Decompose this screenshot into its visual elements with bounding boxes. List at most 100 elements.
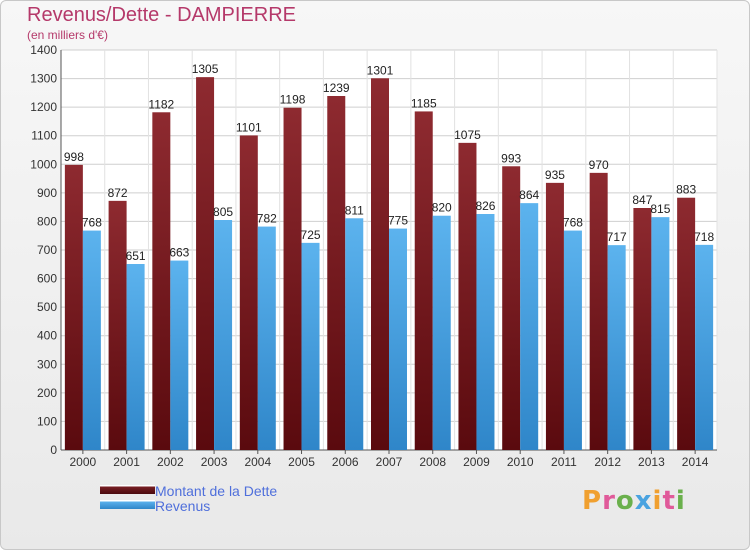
data-label-dette: 935 [545,168,565,182]
y-tick-label: 1300 [30,72,57,86]
logo-letter: i [652,486,663,516]
bar-revenus [257,226,276,450]
bar-dette [327,96,346,450]
bar-dette [371,78,389,451]
logo-letter: r [602,486,616,516]
bar-dette [108,200,127,450]
data-label-revenus: 805 [213,205,233,219]
x-tick-label: 2003 [201,455,228,469]
data-label-revenus: 768 [563,216,583,230]
y-tick-label: 1400 [30,43,57,57]
data-label-revenus: 663 [169,246,189,260]
data-label-revenus: 811 [345,203,364,217]
bar-revenus [563,230,582,450]
x-tick-label: 2013 [638,455,665,469]
x-tick-label: 2001 [113,455,140,469]
y-tick-label: 200 [37,386,57,400]
bar-revenus [695,244,714,450]
bar-revenus [170,260,189,450]
data-label-dette: 883 [676,183,696,197]
y-tick-label: 700 [37,243,57,257]
chart-subtitle: (en milliers d'€) [27,28,108,42]
bar-dette [196,77,215,451]
bars-layer [64,77,714,451]
y-tick-label: 500 [37,300,57,314]
bar-revenus [126,264,145,450]
bar-revenus [476,214,495,450]
bar-dette [502,166,521,451]
logo-letter: x [634,486,653,516]
y-tick-label: 1200 [30,100,57,114]
chart-title: Revenus/Dette - DAMPIERRE [27,4,296,26]
data-label-dette: 1185 [411,96,437,110]
data-label-dette: 1101 [236,120,262,134]
bar-revenus [520,203,539,450]
legend-swatch-dette [100,485,155,494]
bar-revenus [432,215,451,450]
data-label-dette: 847 [632,193,652,207]
data-label-revenus: 864 [519,188,539,202]
bar-dette [458,142,477,450]
logo-letter: i [675,486,686,516]
bar-dette [633,208,652,450]
data-label-dette: 1198 [280,93,306,107]
y-tick-label: 400 [37,329,57,343]
x-tick-label: 2011 [551,455,577,469]
y-tick-label: 0 [50,443,57,457]
logo-letter: P [582,486,603,516]
x-tick-label: 2010 [507,455,534,469]
bar-dette [239,135,258,450]
data-label-revenus: 717 [607,230,627,244]
data-label-revenus: 718 [694,230,714,244]
y-tick-label: 600 [37,272,57,286]
legend-label-dette: Montant de la Dette [155,483,278,499]
y-tick-label: 800 [37,214,57,228]
bar-revenus [301,242,320,450]
data-label-dette: 1182 [148,97,174,111]
logo-letter: t [662,486,676,516]
x-tick-label: 2004 [244,455,271,469]
x-tick-label: 2008 [419,455,446,469]
x-tick-label: 2012 [594,455,621,469]
data-label-dette: 872 [108,186,128,200]
data-label-dette: 1075 [454,128,481,142]
bar-dette [545,182,564,450]
x-tick-label: 2002 [157,455,184,469]
bar-revenus [82,230,101,450]
bar-revenus [389,228,407,450]
x-tick-label: 2005 [288,455,315,469]
y-tick-label: 300 [37,357,57,371]
bar-dette [152,112,171,451]
bar-revenus [345,218,364,450]
data-label-revenus: 775 [388,214,408,228]
y-tick-label: 1000 [30,157,57,171]
labels-layer: 0 100 200 300 400 500 600 700 800 900 1000 1100 1200… [30,43,714,469]
data-label-revenus: 815 [650,202,670,216]
y-tick-label: 100 [37,414,57,428]
bar-dette [64,164,83,450]
data-label-dette: 1239 [323,81,350,95]
data-label-dette: 1301 [367,63,394,77]
bar-revenus [214,220,233,450]
x-tick-label: 2000 [70,455,97,469]
legend-swatch-revenus [100,500,155,509]
data-label-dette: 993 [501,151,521,165]
data-label-revenus: 820 [432,201,452,215]
logo-letter: o [615,486,635,516]
bar-dette [283,107,302,450]
x-tick-label: 2006 [332,455,359,469]
bar-revenus [651,217,670,450]
legend-label-revenus: Revenus [155,498,211,514]
data-label-revenus: 782 [257,212,277,226]
data-label-dette: 998 [64,150,84,164]
data-label-revenus: 826 [475,199,495,213]
bar-revenus [607,245,626,450]
y-tick-label: 1100 [31,129,57,143]
data-label-revenus: 725 [301,228,321,242]
proxiti-logo: Proxiti [582,486,686,516]
data-label-dette: 970 [589,158,609,172]
y-tick-label: 900 [37,186,57,200]
x-tick-label: 2014 [682,455,709,469]
bar-dette [414,111,433,450]
